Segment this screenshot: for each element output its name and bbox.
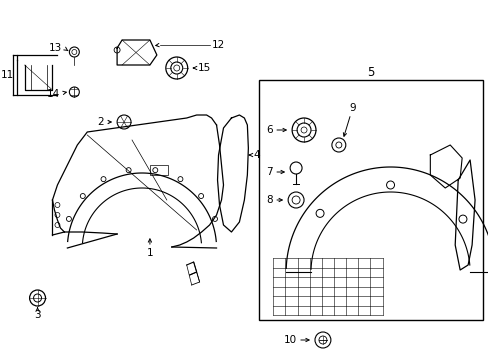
Text: 6: 6 (266, 125, 273, 135)
Text: 11: 11 (1, 70, 14, 80)
Text: 10: 10 (284, 335, 297, 345)
Text: 1: 1 (146, 248, 153, 258)
Text: 13: 13 (49, 43, 62, 53)
Text: 5: 5 (366, 66, 374, 78)
Text: 2: 2 (97, 117, 104, 127)
Text: 7: 7 (266, 167, 273, 177)
Bar (259, 80, 482, 320)
Text: 9: 9 (349, 103, 355, 113)
Text: 4: 4 (253, 150, 260, 160)
Bar (150, 165, 167, 175)
Text: 3: 3 (34, 310, 41, 320)
Text: 15: 15 (197, 63, 210, 73)
Text: 14: 14 (47, 89, 61, 99)
Text: 8: 8 (266, 195, 273, 205)
Text: 12: 12 (211, 40, 224, 50)
